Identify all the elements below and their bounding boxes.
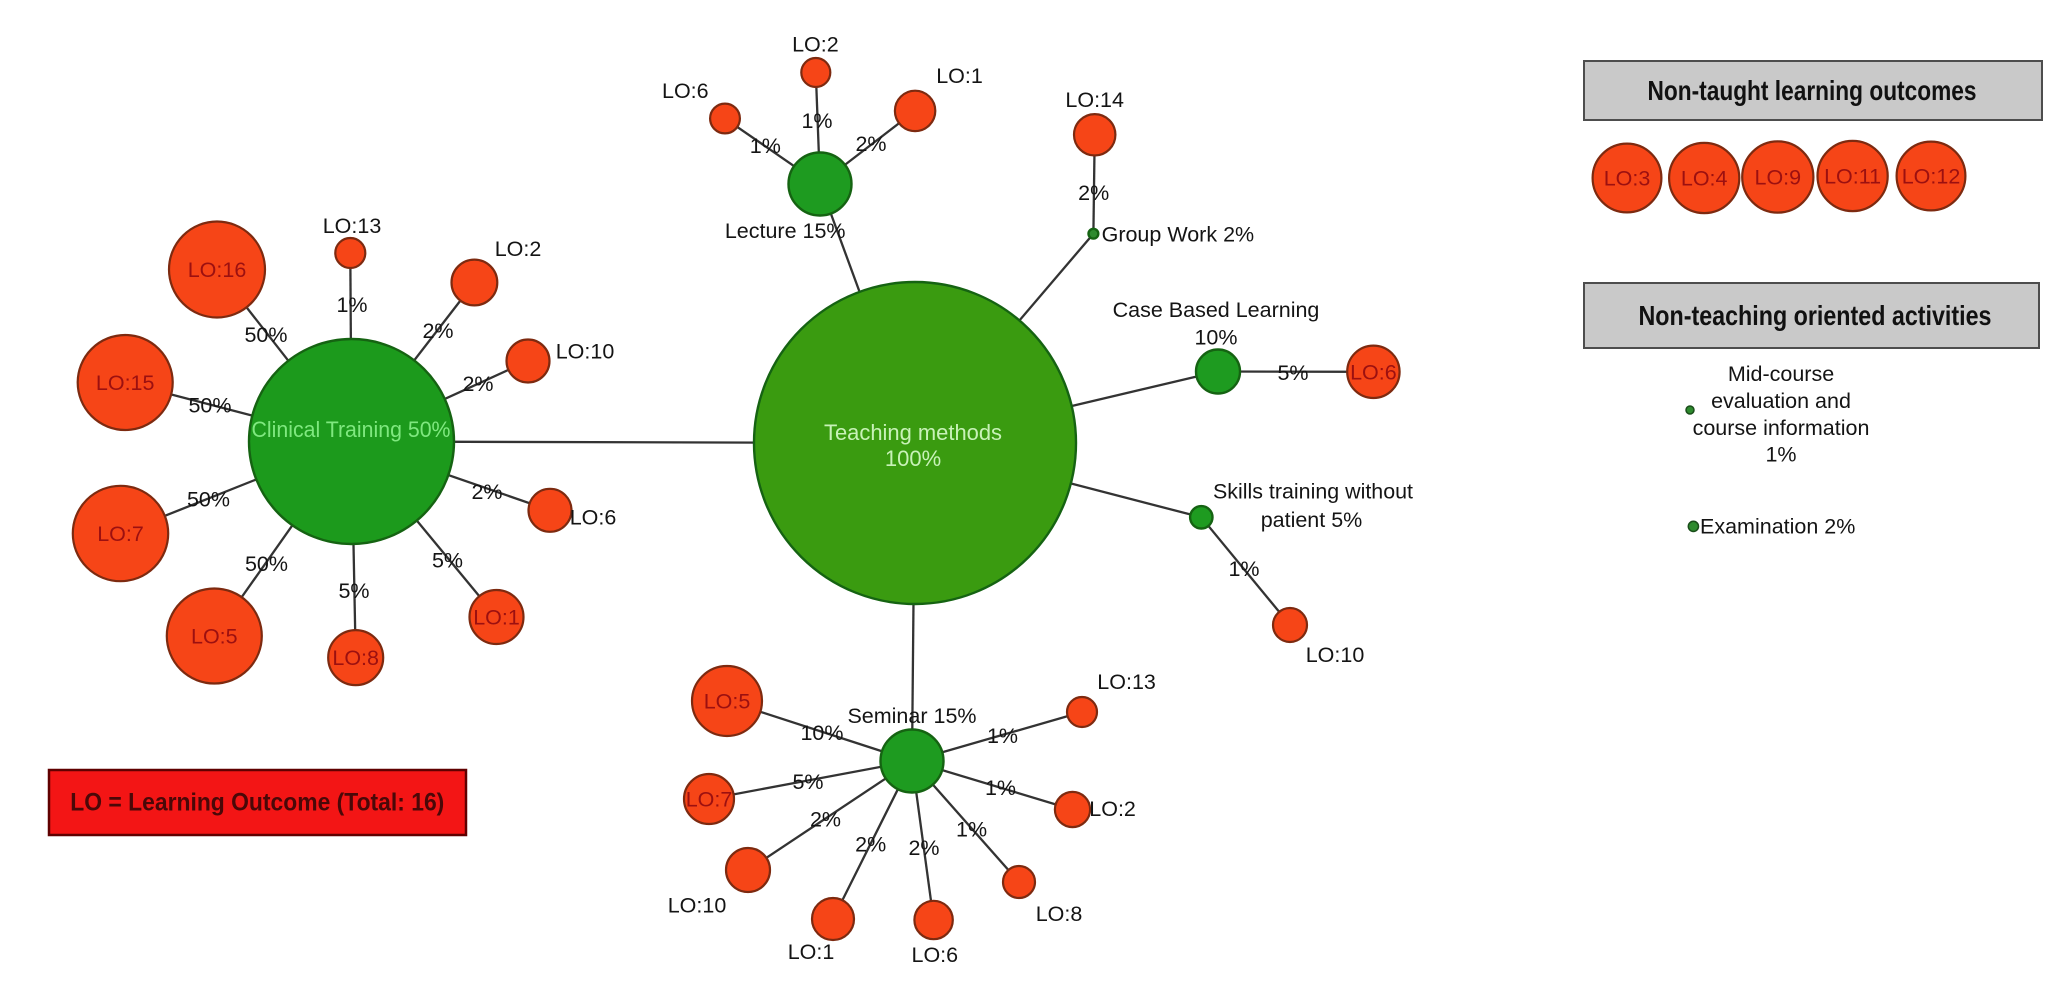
svg-text:LO:6: LO:6 (911, 943, 958, 967)
svg-text:LO:13: LO:13 (1097, 670, 1156, 694)
svg-text:2%: 2% (462, 372, 493, 396)
svg-text:LO:1: LO:1 (936, 64, 983, 88)
svg-text:50%: 50% (187, 488, 230, 512)
svg-text:LO:1: LO:1 (788, 940, 835, 964)
svg-text:LO:10: LO:10 (668, 894, 727, 918)
svg-text:course information: course information (1693, 416, 1870, 440)
svg-text:1%: 1% (985, 776, 1016, 800)
svg-text:5%: 5% (792, 770, 823, 794)
svg-text:1%: 1% (336, 293, 367, 317)
svg-text:LO:8: LO:8 (332, 646, 379, 670)
svg-text:Clinical Training 50%: Clinical Training 50% (252, 417, 451, 442)
svg-text:LO:10: LO:10 (1306, 643, 1365, 667)
svg-text:Mid-course: Mid-course (1728, 362, 1834, 386)
svg-text:LO:8: LO:8 (1036, 902, 1083, 926)
svg-text:Examination 2%: Examination 2% (1700, 515, 1855, 539)
svg-text:LO:12: LO:12 (1902, 165, 1961, 189)
svg-text:1%: 1% (1228, 557, 1259, 581)
svg-text:50%: 50% (188, 394, 231, 418)
svg-text:LO:2: LO:2 (495, 237, 542, 261)
svg-text:2%: 2% (1078, 181, 1109, 205)
svg-text:LO:9: LO:9 (1754, 166, 1801, 190)
svg-text:LO:6: LO:6 (570, 506, 617, 530)
svg-text:LO:3: LO:3 (1604, 167, 1651, 191)
svg-text:10%: 10% (800, 721, 843, 745)
svg-text:50%: 50% (244, 323, 287, 347)
svg-text:100%: 100% (885, 446, 941, 471)
svg-text:LO:16: LO:16 (188, 258, 247, 282)
svg-text:LO:6: LO:6 (662, 79, 709, 103)
svg-text:1%: 1% (956, 817, 987, 841)
svg-text:Case Based Learning: Case Based Learning (1113, 298, 1320, 322)
svg-text:2%: 2% (422, 319, 453, 343)
svg-text:evaluation and: evaluation and (1711, 389, 1851, 413)
svg-text:LO:5: LO:5 (191, 625, 238, 649)
svg-text:patient 5%: patient 5% (1261, 508, 1363, 532)
svg-text:50%: 50% (245, 552, 288, 576)
svg-text:LO:5: LO:5 (704, 690, 751, 714)
svg-text:1%: 1% (801, 109, 832, 133)
svg-text:10%: 10% (1194, 326, 1237, 350)
svg-text:2%: 2% (810, 807, 841, 831)
svg-text:LO:11: LO:11 (1824, 165, 1881, 189)
svg-text:Teaching methods: Teaching methods (824, 420, 1002, 445)
svg-text:1%: 1% (1765, 443, 1796, 467)
svg-text:2%: 2% (908, 836, 939, 860)
svg-text:LO:1: LO:1 (473, 606, 520, 630)
svg-text:LO:10: LO:10 (556, 340, 615, 364)
svg-text:Lecture 15%: Lecture 15% (725, 219, 846, 243)
svg-text:LO:6: LO:6 (1350, 360, 1397, 384)
svg-text:Group Work 2%: Group Work 2% (1102, 223, 1255, 247)
svg-text:1%: 1% (987, 724, 1018, 748)
svg-text:Seminar 15%: Seminar 15% (847, 704, 976, 728)
svg-text:5%: 5% (1277, 361, 1308, 385)
svg-text:5%: 5% (432, 549, 463, 573)
svg-text:LO = Learning Outcome (Total:: LO = Learning Outcome (Total: 16) (70, 789, 444, 817)
svg-text:5%: 5% (338, 579, 369, 603)
svg-text:LO:2: LO:2 (792, 32, 839, 56)
svg-text:LO:7: LO:7 (686, 788, 733, 812)
svg-text:2%: 2% (855, 132, 886, 156)
svg-text:LO:13: LO:13 (323, 214, 382, 238)
svg-text:2%: 2% (471, 480, 502, 504)
svg-text:Skills training without: Skills training without (1213, 480, 1413, 504)
svg-text:LO:14: LO:14 (1065, 88, 1124, 112)
svg-text:LO:2: LO:2 (1089, 797, 1136, 821)
svg-text:Non-teaching oriented activiti: Non-teaching oriented activities (1639, 300, 1992, 331)
svg-text:LO:4: LO:4 (1681, 167, 1728, 191)
svg-text:1%: 1% (750, 134, 781, 158)
svg-text:Non-taught learning outcomes: Non-taught learning outcomes (1648, 75, 1977, 106)
svg-text:2%: 2% (855, 833, 886, 857)
svg-text:LO:15: LO:15 (96, 371, 155, 395)
svg-text:LO:7: LO:7 (97, 522, 144, 546)
